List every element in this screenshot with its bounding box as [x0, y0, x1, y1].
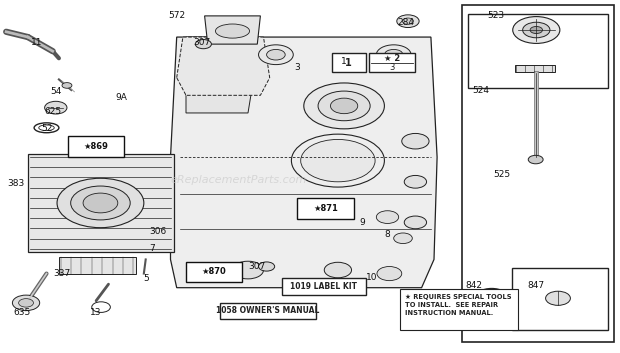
- Text: 525: 525: [494, 170, 511, 179]
- Circle shape: [330, 98, 358, 114]
- Circle shape: [45, 101, 67, 114]
- Text: 625: 625: [44, 107, 61, 116]
- Circle shape: [195, 40, 211, 49]
- Circle shape: [12, 295, 40, 311]
- Bar: [512, 268, 608, 330]
- Circle shape: [377, 267, 402, 281]
- Circle shape: [19, 299, 33, 307]
- Text: 13: 13: [91, 308, 102, 317]
- Text: 524: 524: [472, 85, 489, 95]
- Circle shape: [232, 261, 264, 279]
- Polygon shape: [28, 154, 174, 252]
- FancyBboxPatch shape: [68, 136, 124, 157]
- Text: ★870: ★870: [202, 267, 226, 276]
- Circle shape: [304, 83, 384, 129]
- Bar: [462, 5, 614, 342]
- Text: 9A: 9A: [115, 92, 127, 102]
- Circle shape: [259, 45, 293, 65]
- Text: 1: 1: [345, 58, 352, 68]
- Text: 9: 9: [360, 218, 366, 227]
- Text: 8: 8: [384, 230, 391, 239]
- Circle shape: [404, 175, 427, 188]
- Bar: [515, 65, 555, 72]
- Text: 52: 52: [41, 124, 52, 133]
- Circle shape: [376, 45, 411, 65]
- Circle shape: [384, 49, 403, 60]
- Ellipse shape: [216, 24, 249, 38]
- Circle shape: [402, 18, 414, 24]
- Text: 10: 10: [366, 273, 378, 282]
- Circle shape: [62, 83, 72, 88]
- Text: 523: 523: [487, 11, 505, 20]
- Text: 54: 54: [50, 87, 61, 96]
- Text: 847: 847: [528, 281, 545, 291]
- Bar: [400, 289, 518, 330]
- Text: 383: 383: [7, 179, 24, 188]
- Circle shape: [513, 17, 560, 43]
- Circle shape: [402, 133, 429, 149]
- Circle shape: [71, 186, 130, 220]
- Text: 3: 3: [294, 62, 301, 72]
- Text: 5: 5: [143, 274, 149, 283]
- Text: 284: 284: [397, 18, 415, 28]
- Text: 307: 307: [249, 262, 266, 271]
- Circle shape: [474, 288, 509, 308]
- Bar: [332, 53, 366, 72]
- FancyBboxPatch shape: [298, 198, 353, 219]
- Circle shape: [324, 262, 352, 278]
- Text: 1058 OWNER'S MANUAL: 1058 OWNER'S MANUAL: [216, 306, 320, 316]
- Bar: [468, 14, 608, 88]
- Text: 842: 842: [466, 281, 483, 291]
- Circle shape: [57, 178, 144, 228]
- Circle shape: [546, 291, 570, 305]
- Bar: [369, 53, 415, 72]
- Text: ★ 2: ★ 2: [384, 54, 401, 62]
- Text: 572: 572: [168, 11, 185, 20]
- Text: ★869: ★869: [84, 142, 108, 151]
- Polygon shape: [177, 37, 270, 95]
- Circle shape: [376, 211, 399, 223]
- Text: 1019 LABEL KIT: 1019 LABEL KIT: [290, 282, 358, 291]
- Circle shape: [301, 139, 375, 182]
- Circle shape: [528, 155, 543, 164]
- Circle shape: [482, 293, 501, 304]
- Text: 1: 1: [341, 57, 347, 66]
- Text: 635: 635: [13, 308, 30, 317]
- Text: 3: 3: [389, 63, 395, 72]
- Circle shape: [259, 262, 275, 271]
- Polygon shape: [205, 16, 260, 44]
- Circle shape: [267, 49, 285, 60]
- Circle shape: [523, 22, 550, 38]
- Text: 11: 11: [32, 38, 43, 47]
- Circle shape: [530, 26, 542, 34]
- Text: ★ REQUIRES SPECIAL TOOLS
TO INSTALL.  SEE REPAIR
INSTRUCTION MANUAL.: ★ REQUIRES SPECIAL TOOLS TO INSTALL. SEE…: [405, 294, 512, 316]
- Circle shape: [83, 193, 118, 213]
- Circle shape: [404, 216, 427, 229]
- Bar: [220, 303, 316, 319]
- Text: ★871: ★871: [313, 204, 338, 213]
- Circle shape: [394, 233, 412, 244]
- Text: 306: 306: [149, 227, 167, 236]
- Text: 7: 7: [149, 244, 155, 253]
- Bar: [59, 257, 136, 274]
- Text: 307: 307: [193, 38, 210, 47]
- Polygon shape: [170, 37, 437, 288]
- Text: eReplacementParts.com: eReplacementParts.com: [170, 175, 307, 185]
- FancyBboxPatch shape: [186, 262, 242, 282]
- Circle shape: [397, 15, 419, 28]
- Polygon shape: [186, 37, 260, 113]
- Text: 337: 337: [53, 269, 71, 278]
- Bar: [282, 278, 366, 295]
- Circle shape: [318, 91, 370, 121]
